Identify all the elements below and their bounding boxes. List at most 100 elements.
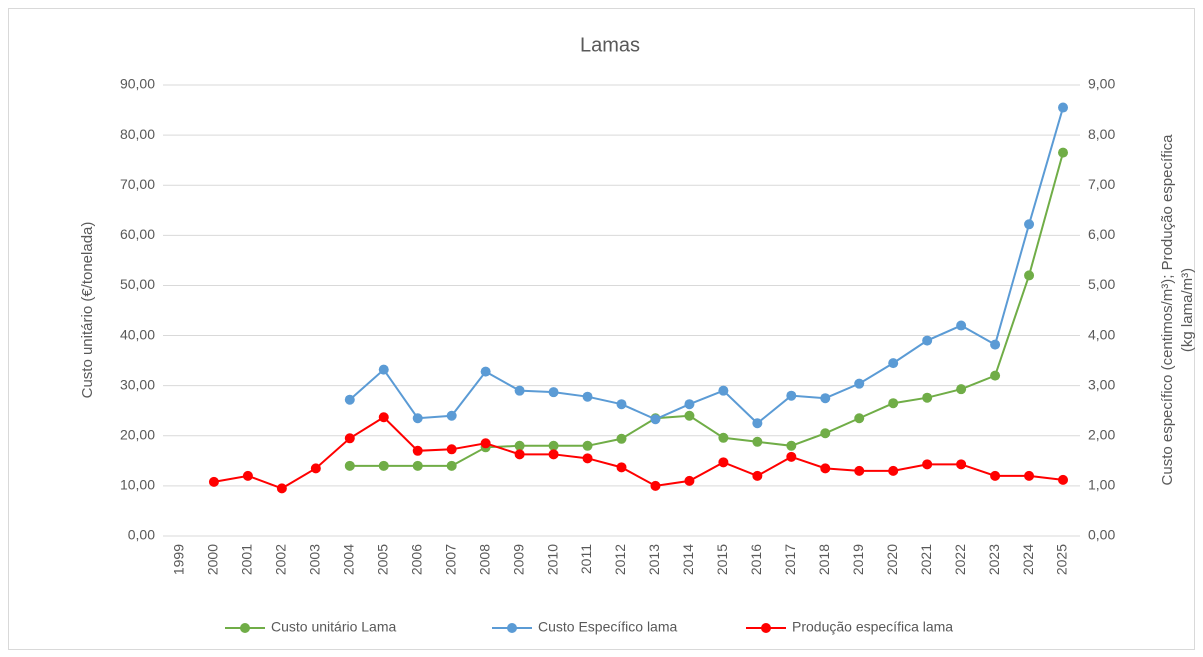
data-point — [310, 463, 321, 474]
data-point — [616, 433, 627, 444]
y2-tick-label: 6,00 — [1088, 226, 1115, 242]
data-point — [990, 470, 1001, 481]
data-point — [582, 453, 593, 464]
legend-marker — [240, 623, 250, 633]
data-point — [582, 391, 593, 402]
data-point — [888, 358, 899, 369]
y2-tick-label: 0,00 — [1088, 527, 1115, 543]
data-point — [1024, 219, 1035, 230]
data-point — [922, 392, 933, 403]
y2-tick-label: 4,00 — [1088, 326, 1115, 342]
data-point — [1058, 474, 1069, 485]
data-point — [344, 433, 355, 444]
x-tick-label: 2024 — [1020, 544, 1036, 575]
x-tick-label: 2001 — [239, 544, 255, 575]
y-tick-label: 20,00 — [120, 426, 155, 442]
data-point — [718, 432, 729, 443]
data-point — [752, 436, 763, 447]
x-tick-label: 2020 — [884, 544, 900, 575]
data-point — [242, 470, 253, 481]
data-point — [786, 451, 797, 462]
y-axis-label: Custo unitário (€/tonelada) — [79, 222, 96, 399]
data-point — [684, 475, 695, 486]
x-tick-label: 2002 — [273, 544, 289, 575]
x-tick-label: 2009 — [510, 544, 526, 575]
data-point — [990, 339, 1001, 350]
data-point — [684, 410, 695, 421]
x-tick-label: 2008 — [476, 544, 492, 575]
x-tick-label: 2000 — [205, 544, 221, 575]
data-point — [956, 459, 967, 470]
data-point — [514, 440, 525, 451]
data-point — [650, 480, 661, 491]
data-point — [412, 413, 423, 424]
data-point — [276, 483, 287, 494]
data-point — [752, 418, 763, 429]
x-tick-label: 2011 — [578, 544, 594, 574]
data-point — [888, 465, 899, 476]
x-tick-label: 2006 — [408, 544, 424, 575]
y2-tick-label: 3,00 — [1088, 376, 1115, 392]
legend-marker — [761, 623, 771, 633]
x-tick-label: 2022 — [952, 544, 968, 575]
data-point — [1024, 470, 1035, 481]
x-tick-label: 2004 — [340, 544, 356, 575]
x-tick-label: 2010 — [544, 544, 560, 575]
y2-tick-label: 1,00 — [1088, 477, 1115, 493]
data-point — [548, 449, 559, 460]
y-tick-label: 60,00 — [120, 226, 155, 242]
data-point — [854, 413, 865, 424]
series-line — [213, 415, 1064, 490]
y-tick-label: 80,00 — [120, 126, 155, 142]
data-point — [208, 476, 219, 487]
data-point — [820, 393, 831, 404]
data-point — [378, 364, 389, 375]
x-tick-label: 2017 — [782, 544, 798, 575]
y2-tick-label: 7,00 — [1088, 176, 1115, 192]
data-point — [344, 460, 355, 471]
x-tick-label: 2012 — [612, 544, 628, 575]
data-point — [616, 462, 627, 473]
x-tick-label: 1999 — [171, 544, 187, 575]
data-point — [684, 399, 695, 410]
y-tick-label: 50,00 — [120, 276, 155, 292]
data-point — [480, 366, 491, 377]
data-point — [378, 412, 389, 423]
data-point — [922, 335, 933, 346]
data-point — [514, 449, 525, 460]
data-point — [888, 398, 899, 409]
data-point — [1058, 147, 1069, 158]
legend-label: Custo unitário Lama — [271, 619, 397, 635]
data-point — [446, 460, 457, 471]
data-point — [548, 387, 559, 398]
legend-marker — [507, 623, 517, 633]
data-point — [820, 463, 831, 474]
x-tick-label: 2016 — [748, 544, 764, 575]
data-point — [446, 410, 457, 421]
x-tick-label: 2021 — [918, 544, 934, 575]
x-tick-label: 2014 — [680, 544, 696, 575]
y2-tick-label: 9,00 — [1088, 76, 1115, 92]
data-point — [480, 438, 491, 449]
data-point — [786, 390, 797, 401]
y2-tick-label: 8,00 — [1088, 126, 1115, 142]
data-point — [718, 457, 729, 468]
data-point — [718, 385, 729, 396]
data-point — [582, 440, 593, 451]
data-point — [922, 459, 933, 470]
data-point — [786, 440, 797, 451]
data-point — [956, 384, 967, 395]
data-point — [990, 370, 1001, 381]
series-line — [349, 152, 1064, 467]
x-tick-label: 2015 — [714, 544, 730, 575]
y-tick-label: 90,00 — [120, 76, 155, 92]
chart-title: Lamas — [580, 34, 640, 56]
data-point — [956, 320, 967, 331]
x-tick-label: 2005 — [374, 544, 390, 575]
series-line — [349, 107, 1064, 425]
x-tick-label: 2007 — [442, 544, 458, 575]
x-tick-label: 2023 — [986, 544, 1002, 575]
data-point — [514, 385, 525, 396]
data-point — [412, 445, 423, 456]
data-point — [1058, 102, 1069, 113]
